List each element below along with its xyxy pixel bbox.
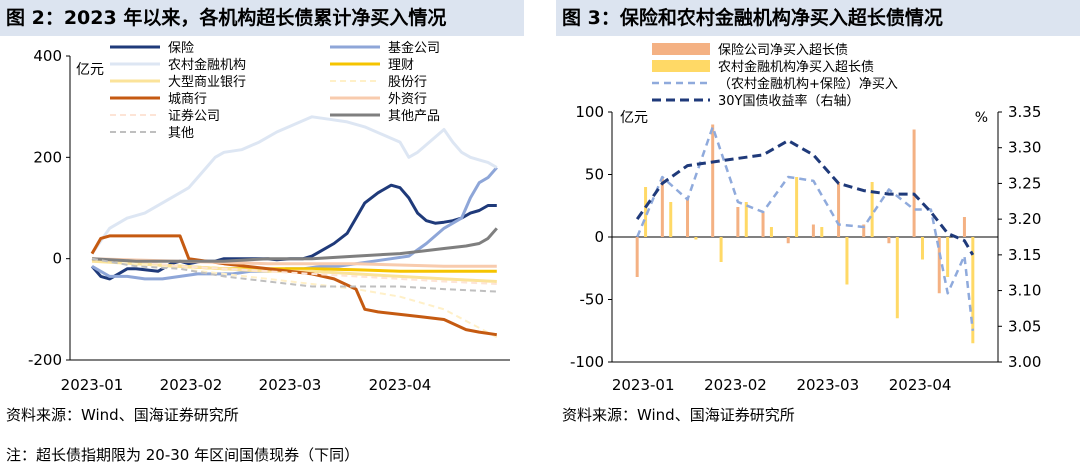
right-bar-series-0 (635, 237, 639, 277)
left-legend-label: 大型商业银行 (168, 75, 246, 90)
right-bar-series-1 (795, 177, 799, 237)
right-bar-series-0 (837, 182, 841, 237)
right-bar-series-0 (660, 177, 664, 237)
left-series-9-line (91, 227, 498, 263)
left-legend-label: 外资行 (388, 92, 427, 107)
right-y-tick-label: 50 (585, 166, 604, 184)
left-legend-label: 理财 (388, 58, 414, 73)
right-y2-unit: % (975, 110, 988, 126)
right-y-tick-label: 0 (594, 228, 604, 246)
footnote: 注：超长债指期限为 20-30 年区间国债现券（下同） (6, 446, 360, 464)
right-bar-series-0 (711, 124, 715, 237)
right-legend-swatch (652, 43, 710, 55)
right-bar-series-0 (937, 237, 941, 294)
right-legend-label: 保险公司净买入超长债 (718, 43, 848, 58)
right-line-series-1 (635, 139, 975, 256)
left-series-5-line (91, 257, 498, 339)
right-y2-tick-label: 3.25 (1008, 174, 1041, 192)
left-source: 资料来源：Wind、国海证券研究所 (6, 406, 239, 424)
left-y-tick-label: -200 (28, 351, 62, 369)
left-y-unit: 亿元 (76, 62, 104, 78)
right-y2-tick-label: 3.05 (1008, 317, 1041, 335)
right-y2-tick-label: 3.20 (1008, 210, 1041, 228)
left-legend-label: 证券公司 (168, 108, 220, 124)
right-bar-series-0 (912, 129, 916, 237)
left-legend-label: 城商行 (168, 92, 207, 107)
right-bar-series-0 (811, 224, 815, 237)
left-legend-label: 基金公司 (388, 40, 440, 56)
left-x-tick-label: 2023-03 (259, 376, 322, 394)
left-series-6-line (90, 234, 498, 337)
right-bar-series-1 (845, 237, 849, 285)
left-legend-label: 其他 (168, 126, 194, 141)
right-y-unit: 亿元 (620, 110, 648, 126)
right-bar-series-0 (962, 217, 966, 237)
right-x-tick-label: 2023-03 (796, 376, 859, 394)
right-bar-series-1 (769, 227, 773, 237)
left-legend-label: 农村金融机构 (168, 57, 246, 73)
left-series-2-line (90, 115, 498, 255)
right-bar-series-0 (862, 224, 866, 237)
right-x-tick-label: 2023-02 (704, 376, 767, 394)
right-bar-series-1 (669, 202, 673, 237)
right-bar-series-1 (719, 237, 723, 262)
right-bar-series-0 (736, 207, 740, 237)
left-legend-label: 股份行 (388, 75, 427, 90)
right-y2-tick-label: 3.35 (1008, 103, 1041, 121)
right-legend-label: 农村金融机构净买入超长债 (718, 59, 874, 75)
right-legend-label: 30Y国债收益率（右轴） (718, 93, 859, 109)
right-legend-swatch (652, 60, 710, 72)
right-chart-title: 图 3：保险和农村金融机构净买入超长债情况 (556, 0, 1080, 36)
right-bar-series-0 (887, 237, 891, 244)
left-legend-label: 保险 (168, 41, 194, 56)
left-line-chart: 400 200 0 -200 亿元 2023-01 2023-02 2023-03 2023-0… (28, 40, 510, 394)
right-y-tick-label: 100 (575, 103, 604, 121)
right-bar-series-1 (744, 202, 748, 237)
left-series-8-line (91, 257, 497, 285)
right-bar-series-1 (644, 187, 648, 237)
right-bar-series-1 (895, 237, 899, 319)
right-bar-series-1 (694, 237, 698, 240)
right-legend-label: （农村金融机构+保险）净买入 (718, 76, 898, 92)
right-bar-series-1 (820, 227, 824, 237)
right-y-tick-label: -100 (570, 353, 604, 371)
left-legend-label: 其他产品 (388, 109, 440, 124)
right-y2-tick-label: 3.00 (1008, 353, 1041, 371)
left-y-tick-label: 400 (33, 47, 62, 65)
right-bar-series-1 (946, 237, 950, 277)
right-bar-series-0 (786, 237, 790, 244)
left-y-tick-label: 200 (33, 148, 62, 166)
right-y-tick-label: -50 (580, 291, 605, 309)
right-x-tick-label: 2023-04 (889, 376, 952, 394)
left-series-10-line (91, 257, 497, 293)
left-x-tick-label: 2023-02 (160, 376, 223, 394)
left-x-tick-label: 2023-04 (369, 376, 432, 394)
left-x-tick-label: 2023-01 (61, 376, 124, 394)
right-x-tick-label: 2023-01 (612, 376, 675, 394)
right-y2-tick-label: 3.10 (1008, 282, 1041, 300)
left-chart-title: 图 2：2023 年以来，各机构超长债累计净买入情况 (0, 0, 524, 36)
right-bar-series-0 (686, 197, 690, 237)
right-bar-chart: 100 50 0 -50 -100 3.35 3.30 3.25 3.20 3.15 3.10 3.0… (570, 43, 1041, 394)
right-bar-series-1 (870, 182, 874, 237)
right-bar-series-0 (761, 212, 765, 237)
left-y-tick-label: 0 (52, 250, 62, 268)
right-source: 资料来源：Wind、国海证券研究所 (562, 406, 795, 424)
right-y2-tick-label: 3.15 (1008, 246, 1041, 264)
right-y2-tick-label: 3.30 (1008, 139, 1041, 157)
right-bar-series-1 (920, 237, 924, 260)
left-series-1-line (91, 166, 498, 281)
right-bar-series-1 (971, 237, 975, 344)
